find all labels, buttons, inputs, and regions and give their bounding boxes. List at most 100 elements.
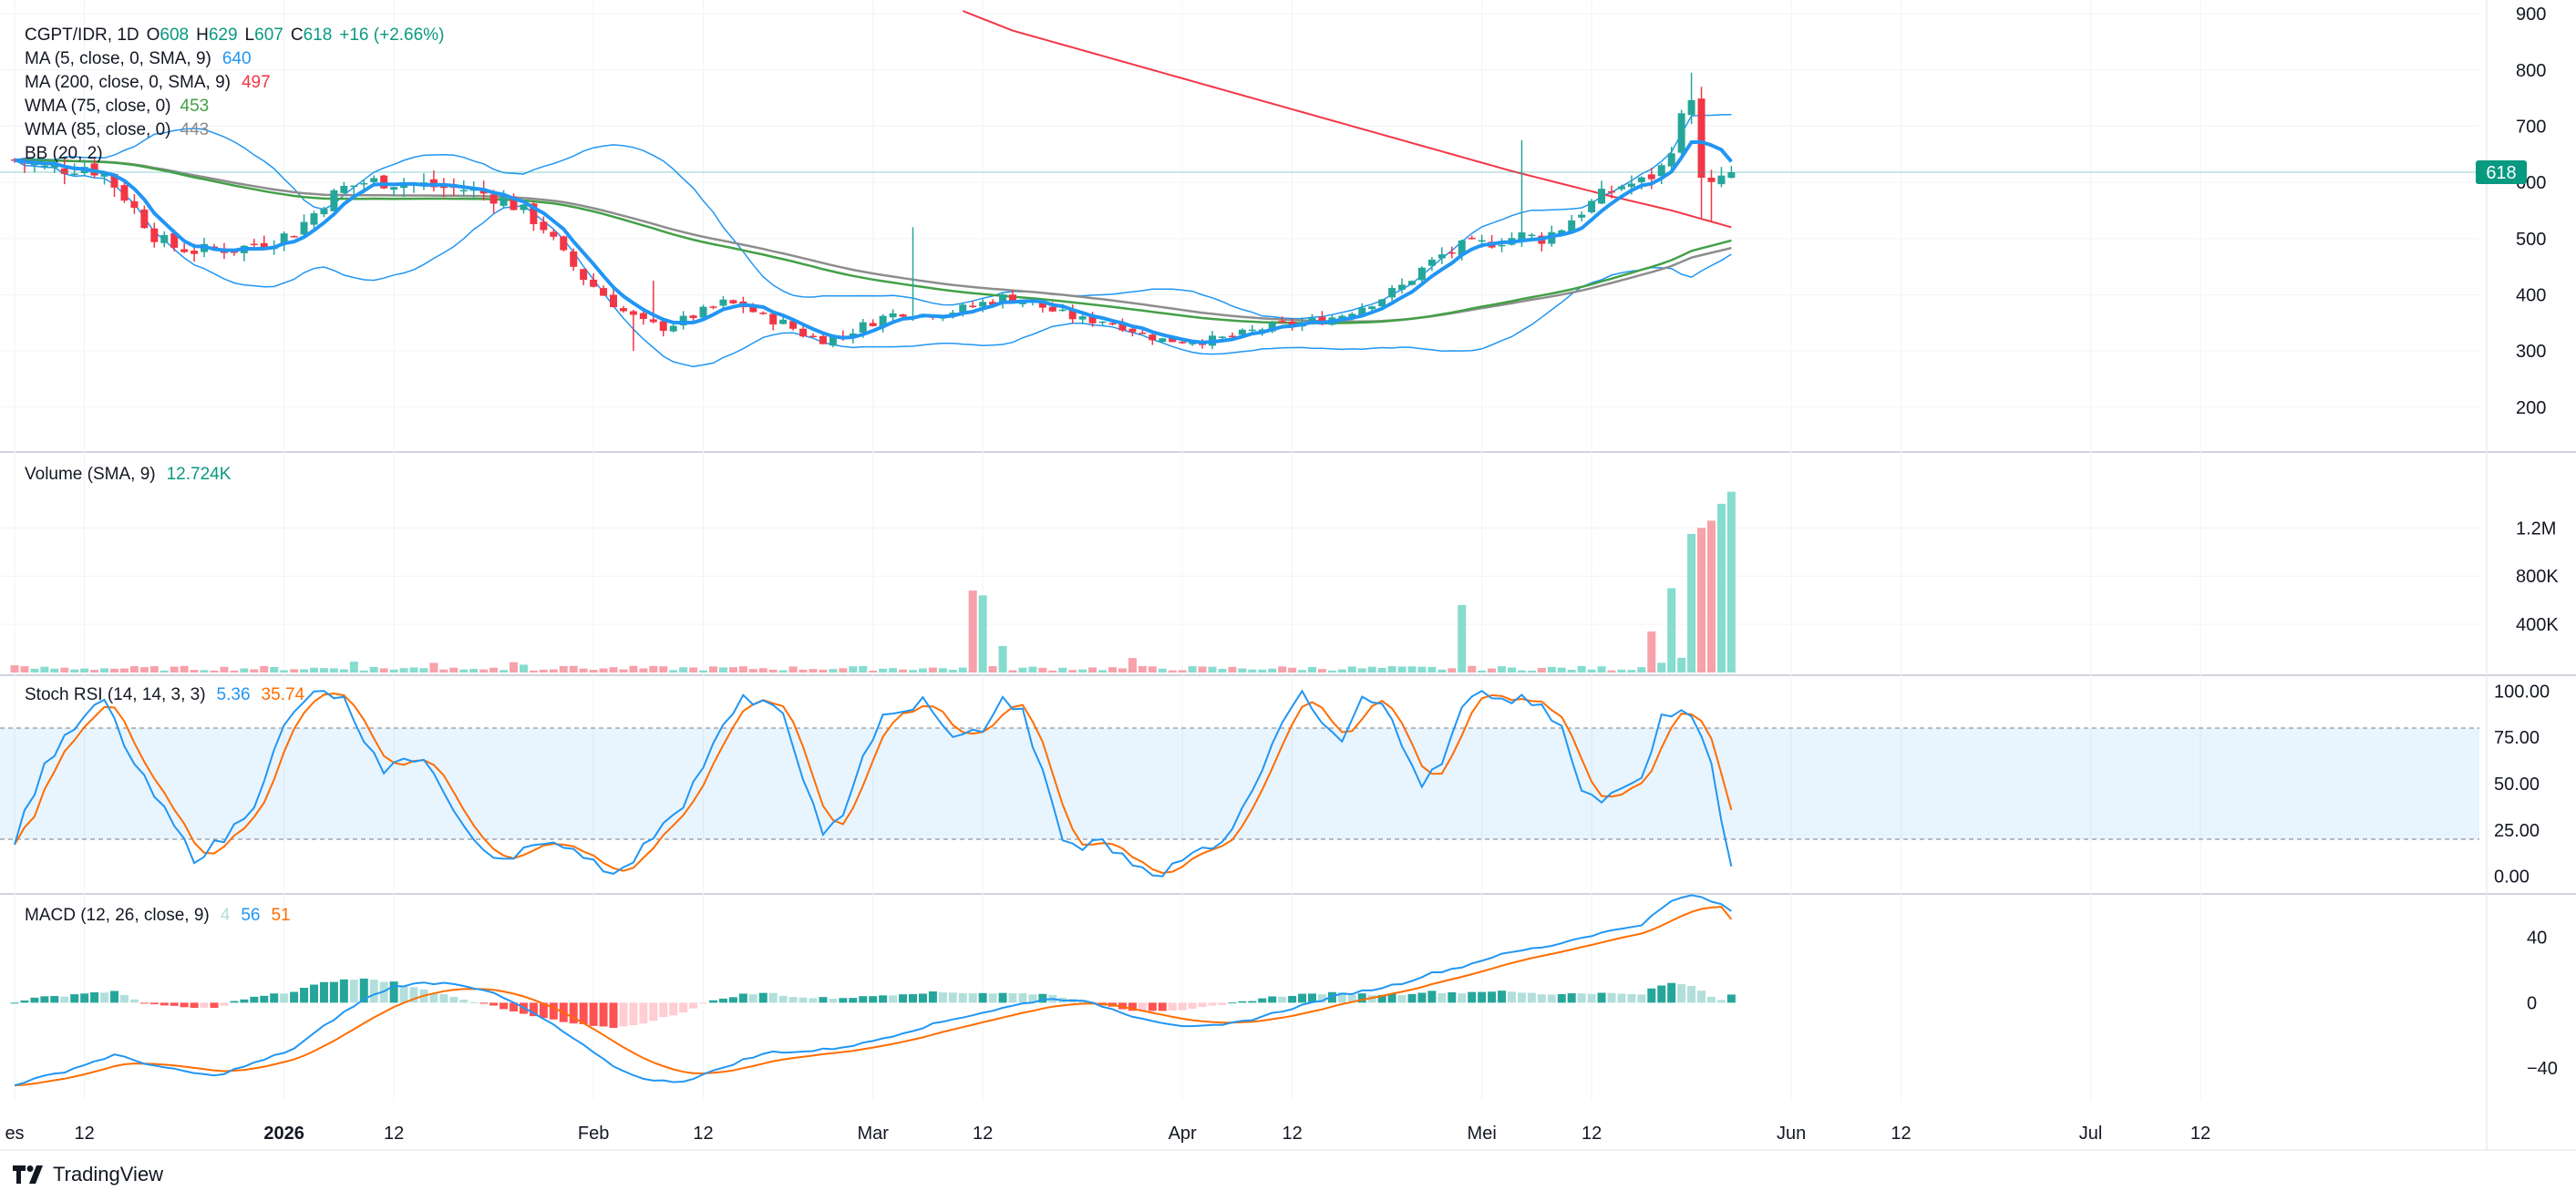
volume-bar — [639, 668, 648, 672]
bb-lower-line — [14, 159, 1732, 368]
volume-bar — [1448, 668, 1457, 672]
x-tick-label: Mar — [857, 1124, 889, 1144]
candle — [1348, 313, 1356, 318]
macd-histogram-bar — [1468, 991, 1477, 1003]
volume-bar — [718, 667, 727, 672]
macd-histogram-bar — [1148, 1002, 1157, 1011]
candle — [191, 251, 199, 254]
macd-histogram-bar — [389, 981, 398, 1003]
volume-bar — [20, 666, 29, 672]
tradingview-logo[interactable]: TradingView — [13, 1163, 163, 1186]
volume-bar — [139, 667, 149, 672]
candle — [520, 204, 528, 210]
macd-histogram-bar — [50, 996, 59, 1003]
volume-bar — [809, 669, 818, 672]
macd-histogram-bar — [549, 1002, 558, 1020]
volume-bar — [679, 667, 688, 672]
macd-histogram-bar — [718, 998, 727, 1003]
volume-bar — [1707, 520, 1716, 672]
macd-histogram-bar — [469, 1001, 479, 1003]
volume-bar — [469, 669, 479, 672]
macd-histogram-bar — [539, 1002, 548, 1019]
candle — [1667, 153, 1675, 167]
stoch-tick-label: 25.00 — [2494, 821, 2540, 841]
volume-bar — [1308, 667, 1316, 672]
wma75-line — [14, 159, 1732, 324]
volume-tick-label: 1.2M — [2516, 518, 2556, 539]
macd-histogram-bar — [899, 994, 908, 1003]
x-tick-label: Mei — [1468, 1124, 1497, 1144]
volume-bar — [1327, 670, 1336, 672]
volume-bar — [829, 669, 838, 672]
volume-bar — [799, 669, 808, 672]
candle — [50, 165, 58, 169]
candle — [669, 325, 677, 332]
candle — [30, 163, 38, 166]
macd-histogram-bar — [479, 1002, 489, 1004]
macd-histogram-bar — [180, 1002, 189, 1008]
macd-histogram-bar — [629, 1002, 638, 1025]
volume-bar — [889, 668, 898, 672]
candle — [1598, 189, 1606, 204]
candle — [1139, 333, 1147, 334]
candle — [1637, 177, 1645, 183]
candle — [340, 185, 348, 193]
volume-bar — [1228, 666, 1237, 672]
volume-bar — [699, 670, 708, 672]
candle — [570, 251, 578, 267]
volume-bar — [1468, 665, 1477, 672]
macd-histogram-bar — [1597, 992, 1606, 1003]
stoch-tick-label: 100.00 — [2494, 682, 2550, 702]
volume-bar — [200, 670, 209, 672]
macd-histogram-bar — [369, 980, 378, 1003]
macd-histogram-bar — [449, 997, 459, 1003]
volume-bar — [1557, 667, 1566, 672]
macd-histogram-bar — [1018, 993, 1027, 1003]
macd-histogram-bar — [1407, 993, 1417, 1003]
macd-histogram-bar — [1218, 1002, 1227, 1006]
candle — [1617, 186, 1625, 190]
macd-histogram-bar — [1367, 995, 1376, 1003]
stoch-tick-label: 50.00 — [2494, 775, 2540, 795]
volume-bar — [1397, 666, 1406, 672]
candle — [899, 314, 907, 317]
macd-histogram-bar — [799, 997, 808, 1003]
macd-histogram-bar — [1337, 991, 1346, 1003]
macd-histogram-bar — [1637, 994, 1646, 1003]
candle — [330, 190, 338, 211]
price-tick-label: 800 — [2516, 61, 2546, 81]
candle — [649, 319, 657, 323]
volume-bar — [839, 668, 848, 672]
candle — [1647, 174, 1655, 180]
macd-histogram-bar — [1677, 984, 1686, 1003]
candle — [380, 175, 388, 189]
candle — [689, 315, 697, 319]
candle — [819, 335, 827, 344]
macd-histogram-bar — [1268, 996, 1277, 1003]
volume-bar — [1298, 670, 1307, 672]
volume-bar — [559, 665, 568, 672]
candle — [679, 315, 687, 326]
x-tick-label: Jun — [1777, 1124, 1806, 1144]
macd-histogram-bar — [659, 1002, 668, 1018]
macd-histogram-bar — [948, 992, 957, 1003]
candle — [769, 313, 778, 325]
candle — [110, 174, 118, 188]
macd-histogram-bar — [260, 995, 269, 1003]
candle — [1478, 240, 1486, 242]
volume-bar — [1567, 670, 1576, 672]
macd-histogram-bar — [809, 998, 818, 1003]
candle — [989, 302, 997, 305]
macd-histogram-bar — [200, 1002, 209, 1008]
candle — [360, 182, 368, 185]
volume-bar — [849, 666, 858, 672]
volume-bar — [1347, 666, 1356, 672]
volume-bar — [1527, 670, 1536, 672]
macd-histogram-bar — [1567, 993, 1576, 1003]
wma75-legend: WMA (75, close, 0) 453 — [25, 97, 209, 116]
macd-histogram-bar — [1188, 1002, 1197, 1009]
macd-histogram-bar — [230, 1001, 239, 1003]
candle — [1498, 244, 1506, 247]
volume-bar — [1577, 665, 1586, 672]
